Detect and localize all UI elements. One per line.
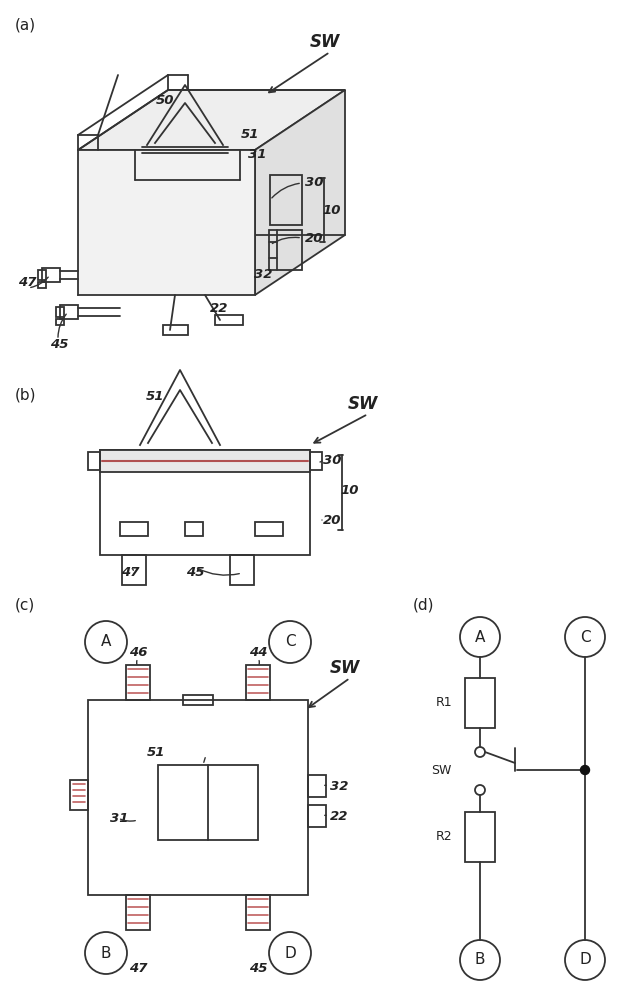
Polygon shape [78,150,255,295]
Polygon shape [78,90,345,150]
Bar [183,695,213,705]
Bar [122,555,146,585]
Text: 30: 30 [305,176,323,188]
Bar [163,325,188,335]
Bar [185,522,203,536]
Circle shape [85,621,127,663]
Bar [42,268,60,282]
Text: (a): (a) [15,18,36,33]
Text: 20: 20 [305,232,323,244]
Text: 46: 46 [128,647,147,660]
Text: 31: 31 [248,148,266,161]
Bar [126,895,150,930]
Bar [308,805,326,827]
Bar [270,175,302,225]
Bar [230,555,254,585]
Bar [100,450,310,555]
Text: C: C [285,635,295,650]
Text: 50: 50 [156,94,174,106]
Text: 45: 45 [50,338,68,352]
Text: 47: 47 [121,566,139,580]
Circle shape [565,940,605,980]
Bar [255,522,283,536]
Text: 45: 45 [249,962,267,974]
Text: 20: 20 [323,514,341,526]
Bar [215,315,243,325]
Text: 22: 22 [330,810,348,822]
Circle shape [475,747,485,757]
Text: 47: 47 [128,962,147,974]
Text: C: C [580,630,590,645]
Circle shape [460,617,500,657]
Bar [126,665,150,700]
Circle shape [565,617,605,657]
Text: B: B [475,952,485,968]
Text: (c): (c) [15,598,35,613]
Bar [88,700,308,895]
Text: 44: 44 [249,647,267,660]
Bar [269,230,302,270]
Text: (b): (b) [15,388,36,403]
Text: A: A [101,635,111,650]
Bar [38,282,46,288]
Text: SW: SW [310,33,341,51]
Text: 51: 51 [241,128,259,141]
Bar [56,319,64,325]
Circle shape [85,932,127,974]
Text: R1: R1 [435,696,452,710]
Bar [465,678,495,728]
Text: SW: SW [348,395,378,413]
Text: 51: 51 [147,746,166,758]
Text: D: D [579,952,591,968]
Text: (d): (d) [413,598,435,613]
Bar [158,765,258,840]
Text: R2: R2 [435,830,452,844]
Circle shape [269,621,311,663]
Bar [246,665,270,700]
Text: B: B [101,946,111,960]
Bar [100,450,310,472]
Bar [246,895,270,930]
Bar [38,270,46,280]
Text: 32: 32 [254,268,272,282]
Circle shape [475,785,485,795]
Text: SW: SW [330,659,360,677]
Circle shape [269,932,311,974]
Text: 47: 47 [18,276,36,290]
Circle shape [580,766,590,774]
Text: 10: 10 [322,204,341,217]
Text: 51: 51 [146,390,164,403]
Text: 10: 10 [340,484,358,496]
Text: 30: 30 [323,454,341,466]
Text: D: D [284,946,296,960]
Bar [308,775,326,797]
Bar [56,307,64,317]
Circle shape [460,940,500,980]
Text: 31: 31 [110,812,128,824]
Bar [70,780,88,810]
Text: 45: 45 [186,566,204,580]
Bar [120,522,148,536]
Bar [88,452,100,470]
Text: 32: 32 [330,780,348,792]
Text: 22: 22 [210,302,229,314]
Bar [465,812,495,862]
Polygon shape [255,90,345,295]
Bar [310,452,322,470]
Bar [60,305,78,319]
Text: SW: SW [431,764,452,778]
Text: A: A [475,630,485,645]
